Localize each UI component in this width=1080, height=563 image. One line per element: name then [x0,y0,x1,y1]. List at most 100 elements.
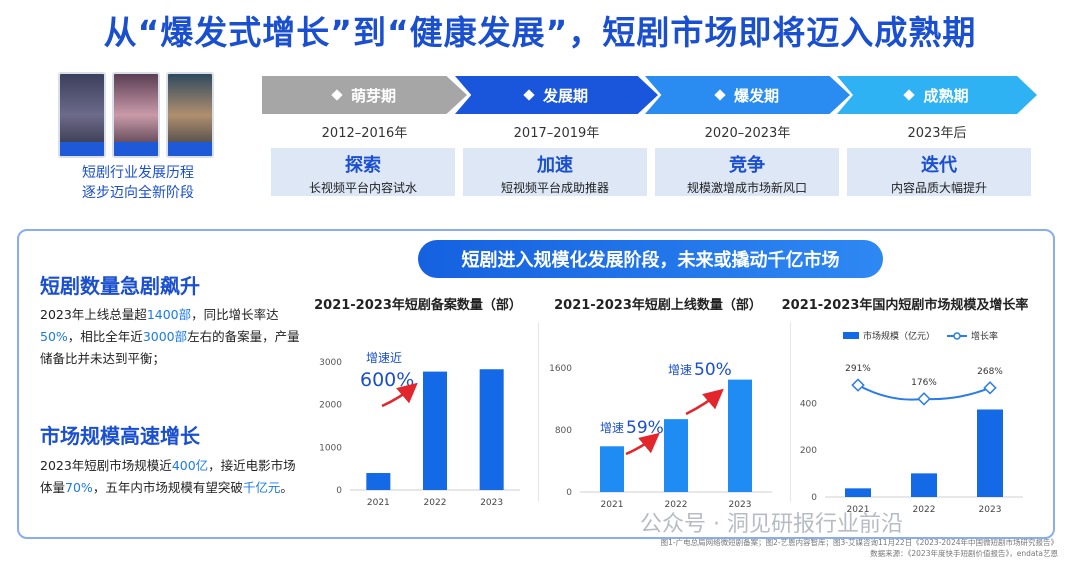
highlight-figure: 3000部 [142,329,188,344]
paragraph-text: 2023年短剧市场规模近 [40,458,172,473]
highlight-figure: 70% [65,480,93,495]
stage-keyword: 竞争 [729,155,765,176]
y-tick-label: 400 [800,399,817,409]
diamond-icon [331,89,343,101]
growth-arrow [685,388,724,416]
legend-line-marker [953,332,961,340]
bar [728,379,752,492]
paragraph-text: 左右的备案量，产量储备比并未达到平衡； [40,329,300,366]
x-tick-label: 2021 [601,500,624,510]
x-tick-label: 2023 [729,500,752,510]
stage-description: 长视频平台内容试水 [308,181,417,195]
legend-bar-swatch [843,332,859,339]
chart3-title: 2021-2023年国内短剧市场规模及增长率 [781,298,1029,313]
chart-divider [538,322,539,502]
bar [664,419,688,492]
y-tick-label: 200 [800,446,817,456]
x-tick-label: 2022 [665,500,688,510]
y-tick-label: 800 [555,426,572,436]
paragraph-text: ，同比增长率达 [191,307,279,322]
source-line: 数据来源：《2023年度快手短剧价值报告》，endata艺恩 [870,549,1058,558]
legend-label: 增长率 [971,330,998,342]
y-tick-label: 2000 [319,401,342,411]
paragraph-market: 2023年短剧市场规模近400亿，接近电影市场体量70%，五年内市场规模有望突破… [40,455,300,499]
page-title: 从“爆发式增长”到“健康发展”，短剧市场即将迈入成熟期 [103,13,977,52]
bar [366,473,391,490]
paragraph-text: ，五年内市场规模有望突破 [92,480,243,495]
heading-quantity: 短剧数量急剧飙升 [40,274,200,298]
stage-2: 发展期 [455,76,658,114]
stage-years: 2020–2023年 [704,126,791,141]
stage-description: 短视频平台成助推器 [500,181,609,195]
y-tick-label: 3000 [319,358,342,368]
growth-rate-label: 268% [977,367,1003,377]
stage-1: 萌芽期 [262,76,467,114]
heading-market: 市场规模高速增长 [40,424,200,448]
covers-caption-line: 逐步迈向全新阶段 [82,185,194,201]
stage-description: 规模激增成市场新风口 [686,181,807,195]
x-tick-label: 2023 [480,498,503,508]
bar [977,409,1003,497]
stage-keyword: 探索 [345,155,381,176]
bar [479,369,504,490]
source-line: 图1-广电总局网络微短剧备案；图2-艺恩内容智库；图3-艾媒咨询11月22日《2… [660,538,1058,547]
chart-market-size: 0 200 400 2021 2022 2023 市场规模（亿元） 增长率 291% 176% 26… [800,330,1023,515]
chart-filings: 0 1000 2000 3000 2021 2022 2023 增速近 600% [319,351,520,508]
x-tick-label: 2022 [913,505,936,515]
stage-description: 内容品质大幅提升 [890,181,987,195]
x-tick-label: 2021 [367,498,390,508]
y-tick-label: 0 [566,488,572,498]
stage-card: 加速短视频平台成助推器 [463,148,647,196]
stage-name: 成熟期 [923,86,969,105]
x-tick-label: 2021 [847,505,870,515]
stage-3: 爆发期 [645,76,850,114]
paragraph-text: 。 [280,480,293,495]
stage-years: 2023年后 [907,126,967,141]
paragraph-text: 2023年上线总量超 [40,307,147,322]
paragraph-quantity: 2023年上线总量超1400部，同比增长率达 50%，相比全年近3000部左右的备… [40,304,300,370]
stage-keyword: 加速 [537,155,573,176]
covers-caption: 短剧行业发展历程 逐步迈向全新阶段 [58,163,218,203]
stage-name: 萌芽期 [350,86,396,105]
stage-card: 竞争规模激增成市场新风口 [655,148,839,196]
drama-cover-image [58,72,106,158]
growth-rate-point [917,392,931,406]
bar [600,446,624,492]
y-tick-label: 1600 [549,364,572,374]
y-tick-label: 0 [811,493,817,503]
panel-banner: 短剧进入规模化发展阶段，未来或撬动千亿市场 [418,240,883,278]
chart-divider [790,322,791,502]
paragraph-text: ，接近电影市场体量 [40,458,296,495]
growth-rate-point [983,381,997,395]
highlight-figure: 400亿 [171,458,209,473]
highlight-figure: 50% [40,329,68,344]
stage-years: 2012–2016年 [321,126,408,141]
stage-name: 发展期 [542,86,588,105]
annotation-prefix: 增速近 [366,351,402,365]
annotation-value: 50% [694,360,732,380]
diamond-icon [903,89,916,101]
growth-arrow [625,432,660,456]
drama-cover-image [166,72,214,158]
growth-rate-point [851,378,865,392]
highlight-figure: 1400部 [146,307,192,322]
drama-covers [58,72,214,158]
annotation-prefix: 增速 [668,363,692,377]
stage-card: 探索长视频平台内容试水 [271,148,455,196]
diamond-icon [523,89,535,101]
growth-arrow [381,382,418,408]
paragraph-text: ，相比全年近 [67,329,143,344]
stage-name: 爆发期 [733,86,779,105]
x-tick-label: 2022 [424,498,447,508]
bar [845,488,871,497]
stage-years: 2017–2019年 [513,126,600,141]
annotation-prefix: 增速 [600,421,624,435]
highlight-figure: 千亿元 [242,480,281,495]
stage-4: 成熟期 [837,76,1037,114]
bar [423,371,447,490]
x-tick-label: 2023 [979,505,1002,515]
legend-label: 市场规模（亿元） [863,330,935,342]
y-tick-label: 0 [336,486,342,496]
diamond-icon [714,89,726,101]
